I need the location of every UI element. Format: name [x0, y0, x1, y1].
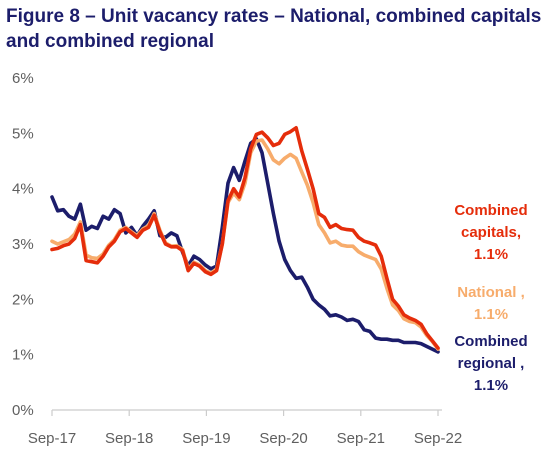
series-label-line: 1.1% — [473, 306, 509, 323]
label-combined-regional: Combined regional , 1.1% — [436, 331, 546, 397]
x-tick-label: Sep-19 — [182, 430, 230, 447]
chart-axes — [51, 409, 442, 416]
y-tick-label: 3% — [12, 236, 34, 253]
x-tick-label: Sep-18 — [105, 430, 153, 447]
x-tick-label: Sep-22 — [414, 430, 462, 447]
series-label-line: capitals, — [460, 224, 522, 241]
x-tick-label: Sep-21 — [337, 430, 385, 447]
y-tick-label: 4% — [12, 181, 34, 198]
series-label-line: regional , — [457, 355, 525, 372]
series-label-line: 1.1% — [473, 246, 509, 263]
y-tick-label: 1% — [12, 347, 34, 364]
x-tick-label: Sep-20 — [259, 430, 307, 447]
series-label-line: National , — [457, 284, 525, 301]
label-national: National , 1.1% — [436, 282, 546, 326]
x-axis-tick-labels: Sep-17 Sep-18 Sep-19 Sep-20 Sep-21 Sep-22 — [28, 430, 462, 447]
y-tick-label: 5% — [12, 125, 34, 142]
series-label-line: 1.1% — [473, 377, 509, 394]
y-tick-label: 2% — [12, 291, 34, 308]
y-tick-label: 0% — [12, 402, 34, 419]
series-line-capitals — [50, 126, 440, 350]
x-tick-label: Sep-17 — [28, 430, 76, 447]
series-label-line: Combined — [454, 202, 528, 219]
series-lines — [50, 126, 440, 354]
label-combined-capitals: Combined capitals, 1.1% — [436, 200, 546, 266]
chart-title: Figure 8 – Unit vacancy rates – National… — [6, 6, 542, 52]
series-line-regional — [50, 137, 440, 354]
y-axis-tick-labels: 0% 1% 2% 3% 4% 5% 6% — [12, 70, 34, 419]
series-label-line: Combined — [454, 333, 528, 350]
y-tick-label: 6% — [12, 70, 34, 87]
